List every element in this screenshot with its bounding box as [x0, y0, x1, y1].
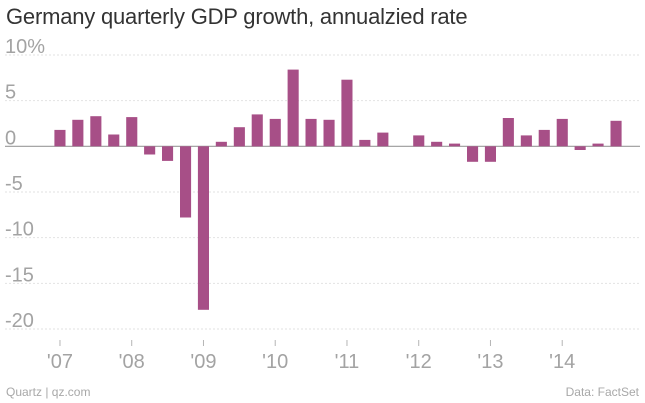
- bar: [467, 146, 479, 162]
- bar: [180, 146, 192, 218]
- y-tick-label: -5: [5, 173, 23, 195]
- y-tick-label: -20: [5, 310, 34, 332]
- y-tick-label: -10: [5, 219, 34, 241]
- gridlines: [5, 54, 640, 330]
- bar: [162, 146, 174, 161]
- x-tick-label: '11: [335, 351, 360, 373]
- data-source: Data: FactSet: [565, 385, 639, 399]
- y-tick-label: -15: [5, 264, 34, 286]
- bar: [359, 139, 371, 147]
- y-tick-label: 0: [5, 127, 16, 149]
- bar: [108, 134, 120, 147]
- bar: [215, 141, 227, 147]
- bar: [54, 129, 66, 147]
- bar: [556, 118, 568, 147]
- bar: [197, 146, 209, 310]
- y-tick-label: 5: [5, 82, 16, 104]
- x-tick-label: '07: [47, 351, 73, 373]
- bar: [538, 129, 550, 147]
- bar: [305, 118, 317, 147]
- bar: [484, 146, 496, 162]
- bar: [90, 116, 102, 147]
- bar-series: [54, 69, 622, 310]
- y-axis: 10% 5 0 -5 -10 -15 -20: [5, 36, 45, 332]
- x-tick-label: '08: [119, 351, 145, 373]
- bar: [502, 118, 514, 147]
- bar: [341, 79, 353, 147]
- bar: [72, 119, 84, 147]
- bar: [449, 143, 461, 147]
- x-axis: '07 '08 '09 '10 '11 '12 '13 '14: [47, 340, 575, 373]
- x-tick-label: '14: [549, 351, 575, 373]
- bar: [520, 135, 532, 147]
- x-tick-label: '10: [262, 351, 288, 373]
- bar: [323, 119, 335, 147]
- bar: [431, 141, 443, 147]
- x-tick-label: '12: [406, 351, 432, 373]
- bar: [233, 127, 245, 147]
- bar: [574, 146, 586, 150]
- bar: [251, 114, 263, 147]
- bar: [144, 146, 156, 155]
- bar: [126, 117, 138, 147]
- bar: [610, 120, 622, 147]
- x-tick-label: '13: [477, 351, 503, 373]
- bar: [377, 132, 389, 147]
- bar: [269, 118, 281, 147]
- source-credit: Quartz | qz.com: [6, 385, 91, 399]
- bar: [413, 135, 425, 147]
- x-tick-label: '09: [190, 351, 216, 373]
- bar: [287, 69, 299, 147]
- bar: [592, 143, 604, 147]
- y-tick-label: 10%: [5, 36, 45, 58]
- chart-title: Germany quarterly GDP growth, annualzied…: [6, 4, 468, 29]
